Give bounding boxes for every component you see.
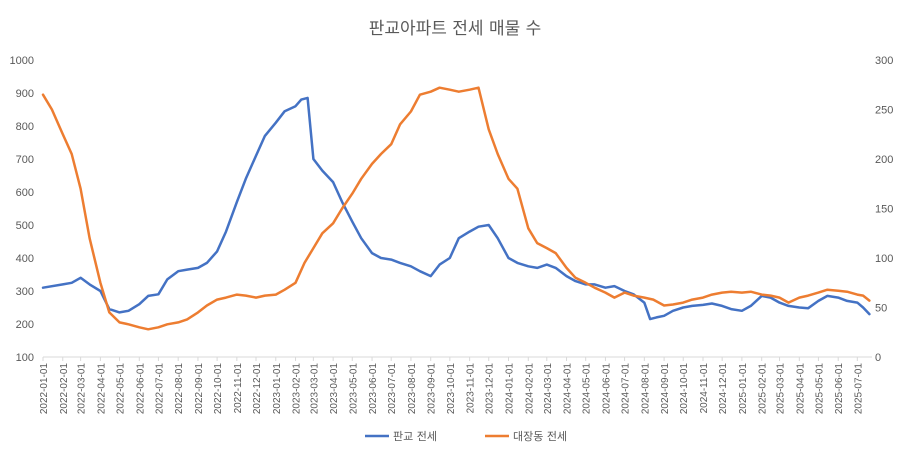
- x-tick-label: 2023-09-01: [427, 363, 438, 415]
- y-right-tick-label: 0: [875, 352, 881, 364]
- x-tick-label: 2022-09-01: [194, 363, 205, 415]
- chart-title: 판교아파트 전세 매물 수: [369, 19, 542, 39]
- x-tick-label: 2022-04-01: [96, 363, 107, 415]
- legend: 판교 전세 대장동 전세: [365, 430, 567, 443]
- x-tick-label: 2025-01-01: [738, 363, 749, 415]
- x-tick-label: 2024-06-01: [601, 363, 612, 415]
- y-left-tick-label: 500: [16, 220, 34, 232]
- x-tick-label: 2024-08-01: [640, 363, 651, 415]
- x-tick-label: 2022-05-01: [116, 363, 127, 415]
- x-tick-label: 2024-01-01: [505, 363, 516, 415]
- y-right-tick-label: 250: [875, 105, 893, 117]
- x-tick-label: 2025-04-01: [795, 363, 806, 415]
- y-left-tick-label: 600: [16, 187, 34, 199]
- x-tick-label: 2024-07-01: [621, 363, 632, 415]
- x-tick-label: 2022-11-01: [233, 363, 244, 414]
- legend-label-1: 판교 전세: [393, 430, 437, 443]
- y-left-tick-label: 1000: [10, 55, 34, 67]
- x-tick-label: 2024-02-01: [524, 363, 535, 415]
- x-tick-label: 2023-08-01: [407, 363, 418, 415]
- x-tick-label: 2024-12-01: [718, 363, 729, 415]
- x-tick-label: 2022-03-01: [77, 363, 88, 415]
- x-tick-label: 2023-03-01: [309, 363, 320, 415]
- x-tick-label: 2024-10-01: [679, 363, 690, 415]
- x-tick-label: 2025-05-01: [814, 363, 825, 415]
- x-tick-label: 2025-03-01: [776, 363, 787, 415]
- x-tick-label: 2023-04-01: [329, 363, 340, 415]
- x-tick-label: 2023-12-01: [485, 363, 496, 415]
- series-group: [41, 86, 871, 331]
- x-tick-label: 2023-10-01: [446, 363, 457, 415]
- x-tick-label: 2023-02-01: [292, 363, 303, 415]
- x-tick-label: 2023-11-01: [466, 363, 477, 414]
- y-left-tick-label: 400: [16, 253, 34, 265]
- right-axis-ticks: 0 50 100 150 200 250 300: [875, 55, 893, 364]
- x-tick-label: 2023-01-01: [272, 363, 283, 415]
- y-left-tick-label: 700: [16, 154, 34, 166]
- y-left-tick-label: 200: [16, 319, 34, 331]
- x-tick-label: 2025-06-01: [834, 363, 845, 415]
- y-right-tick-label: 300: [875, 55, 893, 67]
- y-left-tick-label: 300: [16, 286, 34, 298]
- left-axis-ticks: 100 200 300 400 500 600 700 800 900 1000: [10, 55, 34, 364]
- y-right-tick-label: 150: [875, 204, 893, 216]
- y-right-tick-label: 50: [875, 303, 887, 315]
- x-axis-ticks: 2022-01-01 2022-02-01 2022-03-01 2022-04-01…: [39, 357, 864, 414]
- x-tick-label: 2023-05-01: [348, 363, 359, 415]
- x-tick-label: 2025-07-01: [853, 363, 864, 415]
- x-tick-label: 2024-11-01: [699, 363, 710, 414]
- y-right-tick-label: 100: [875, 253, 893, 265]
- x-tick-label: 2022-07-01: [154, 363, 165, 415]
- x-tick-label: 2023-06-01: [368, 363, 379, 415]
- x-tick-label: 2024-04-01: [563, 363, 574, 415]
- x-tick-label: 2025-02-01: [758, 363, 769, 415]
- y-left-tick-label: 900: [16, 88, 34, 100]
- x-tick-label: 2022-01-01: [39, 363, 50, 415]
- y-left-tick-label: 100: [16, 352, 34, 364]
- series-line-2: [41, 86, 871, 331]
- y-left-tick-label: 800: [16, 121, 34, 133]
- x-tick-label: 2022-06-01: [135, 363, 146, 415]
- y-right-tick-label: 200: [875, 154, 893, 166]
- series-line-1: [41, 96, 871, 321]
- x-tick-label: 2023-07-01: [387, 363, 398, 415]
- legend-label-2: 대장동 전세: [513, 430, 567, 443]
- x-tick-label: 2022-12-01: [252, 363, 263, 415]
- x-tick-label: 2022-08-01: [174, 363, 185, 415]
- x-tick-label: 2024-09-01: [660, 363, 671, 415]
- x-tick-label: 2022-02-01: [59, 363, 70, 415]
- x-tick-label: 2024-05-01: [582, 363, 593, 415]
- x-tick-label: 2022-10-01: [213, 363, 224, 415]
- x-tick-label: 2024-03-01: [543, 363, 554, 415]
